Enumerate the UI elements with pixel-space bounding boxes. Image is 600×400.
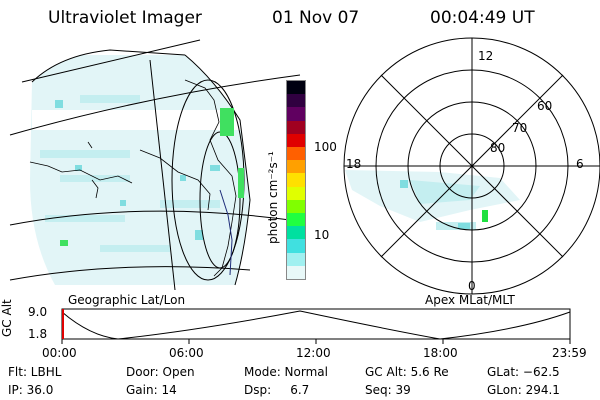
altitude-curve [61,310,571,340]
reference-track [219,189,233,276]
timeline-xtick-1200: 12:00 [296,346,331,360]
geo-panel-label: Geographic Lat/Lon [68,293,186,307]
mode-value: Mode: Normal [244,365,328,379]
lat-label-70: 70 [512,121,527,135]
door-value: Door: Open [126,365,195,379]
instrument-title: Ultraviolet Imager [48,8,202,28]
timeline-frame [61,308,571,340]
glat-value: GLat: −62.5 [487,365,560,379]
time-label: 00:04:49 UT [430,8,535,28]
timeline-xtick-0000: 00:00 [42,346,77,360]
mlt-label-12: 12 [478,49,493,63]
polar-grid [343,37,600,295]
flt-value: Flt: LBHL [8,365,62,379]
seq-value: Seq: 39 [365,383,411,397]
mlt-label-0: 0 [468,279,476,293]
timeline-ylabel: GC Alt [0,299,14,337]
gc-alt-value: GC Alt: 5.6 Re [365,365,449,379]
polar-panel-label: Apex MLat/MLT [425,293,515,307]
dsp-value: Dsp: 6.7 [244,383,310,397]
timeline-ticks [61,339,571,344]
timeline-ytick-1-8: 1.8 [28,327,48,341]
map-grid [9,39,301,291]
gain-value: Gain: 14 [126,383,177,397]
colorbar-tick-10: 10 [314,228,330,242]
mlt-label-6: 6 [576,157,584,171]
glon-value: GLon: 294.1 [487,383,560,397]
ip-value: IP: 36.0 [8,383,54,397]
timeline-ytick-9: 9.0 [28,305,48,319]
lat-label-80: 80 [490,141,505,155]
colorbar-unit-label: photon cm⁻²s⁻¹ [266,151,280,244]
coastlines [29,79,237,277]
colorbar [286,80,306,280]
aurora-emission [30,55,250,285]
lat-label-60: 60 [537,99,552,113]
date-label: 01 Nov 07 [272,8,360,28]
timeline-xtick-2359: 23:59 [552,346,587,360]
timeline-xtick-0600: 06:00 [169,346,204,360]
polar-emission [345,170,520,230]
mlt-label-18: 18 [346,157,361,171]
timeline-xtick-1800: 18:00 [423,346,458,360]
colorbar-tick-100: 100 [314,140,337,154]
